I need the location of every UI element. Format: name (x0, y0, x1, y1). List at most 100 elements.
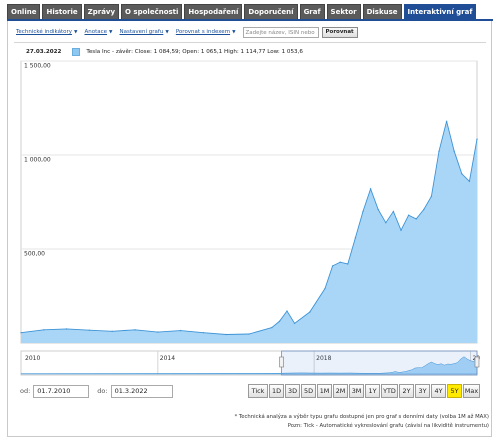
data-point-15 (309, 311, 311, 313)
tab-zprávy[interactable]: Zprávy (83, 4, 120, 19)
range-button-4y[interactable]: 4Y (431, 384, 446, 398)
data-point-34 (461, 173, 463, 175)
tab-interaktivní-graf[interactable]: Interaktivní graf (403, 4, 477, 19)
range-button-3m[interactable]: 3M (349, 384, 364, 398)
range-button-2m[interactable]: 2M (333, 384, 348, 398)
to-label: do: (97, 387, 108, 395)
chart-info-line: 27.03.2022 Tesla Inc - závěr: Close: 1 0… (26, 47, 303, 56)
content-frame (7, 21, 492, 437)
range-button-max[interactable]: Max (463, 384, 480, 398)
from-date-input[interactable]: 01.7.2010 (33, 384, 90, 398)
navigator-handle-left[interactable] (279, 356, 284, 368)
footnote-tick: Pozn: Tick - Automatické vykreslování gr… (287, 423, 489, 429)
compare-search-input[interactable]: Zadejte název, ISIN nebo (242, 26, 319, 38)
data-point-17 (331, 265, 334, 267)
data-point-24 (385, 221, 387, 224)
compare-button[interactable]: Porovnat (321, 26, 358, 38)
price-area (21, 121, 477, 343)
data-point-27 (407, 214, 410, 216)
range-button-ytd[interactable]: YTD (381, 384, 398, 398)
data-point-30 (430, 195, 433, 198)
data-point-0 (20, 331, 22, 334)
data-point-32 (445, 120, 448, 122)
navigator-handle-right[interactable] (474, 356, 480, 368)
data-point-1 (43, 329, 45, 331)
data-point-6 (157, 331, 159, 333)
data-point-19 (347, 263, 349, 265)
tab-historie[interactable]: Historie (42, 4, 82, 19)
y-tick-label: 1 000,00 (24, 157, 51, 164)
y-tick-label: 500,00 (24, 251, 45, 258)
range-button-5y[interactable]: 5Y (447, 384, 462, 398)
navigator-area (20, 356, 478, 375)
from-label: od: (20, 387, 31, 395)
data-point-13 (286, 310, 288, 312)
range-button-3d[interactable]: 3D (285, 384, 300, 398)
tab-sektor[interactable]: Sektor (326, 4, 361, 19)
compare-with-index-link[interactable]: Porovnat s indexem (175, 29, 231, 35)
range-button-1m[interactable]: 1M (317, 384, 332, 398)
y-tick-label: 1 500,00 (24, 63, 51, 70)
data-point-8 (202, 331, 205, 334)
navigator-year-label: 2018 (316, 355, 331, 362)
data-point-16 (324, 287, 326, 290)
tab-doporučení[interactable]: Doporučení (244, 4, 298, 19)
data-point-29 (423, 208, 425, 211)
data-point-20 (354, 236, 357, 239)
data-point-25 (392, 210, 395, 213)
tab-bar: Online Historie Zprávy O společnosti Hospoda… (7, 4, 477, 19)
data-point-7 (179, 329, 182, 332)
data-point-10 (248, 333, 250, 335)
chevron-down-icon[interactable]: ▼ (109, 29, 113, 35)
technical-indicators-link[interactable]: Technické indikátory (16, 29, 73, 35)
data-point-9 (225, 333, 227, 336)
data-point-14 (293, 322, 296, 325)
range-button-2y[interactable]: 2Y (399, 384, 414, 398)
data-point-22 (369, 188, 372, 190)
data-point-4 (111, 330, 113, 333)
data-point-33 (453, 150, 456, 152)
date-range-row: od: 01.7.2010 do: 01.3.2022 (20, 384, 173, 398)
navigator-year-label: 2010 (25, 355, 40, 362)
tab-online[interactable]: Online (7, 4, 41, 19)
tab-hospodaření[interactable]: Hospodaření (184, 4, 243, 19)
tab-underline (7, 19, 493, 21)
data-point-18 (339, 261, 342, 264)
range-buttons: Tick 1D 3D 5D 1M 2M 3M 1Y YTD 2Y 3Y 4Y 5Y Max (248, 384, 480, 398)
data-point-2 (65, 328, 68, 330)
data-point-36 (476, 138, 478, 140)
data-point-23 (377, 208, 380, 211)
data-point-3 (88, 329, 91, 332)
data-point-12 (278, 320, 281, 323)
data-point-35 (468, 180, 471, 183)
range-button-1d[interactable]: 1D (269, 384, 284, 398)
info-date: 27.03.2022 (26, 48, 62, 55)
range-button-tick[interactable]: Tick (248, 384, 268, 398)
chart-toolbar: Technické indikátory ▼ Anotace ▼ Nastavení… (16, 25, 358, 39)
tab-graf[interactable]: Graf (299, 4, 325, 19)
range-button-1y[interactable]: 1Y (365, 384, 380, 398)
data-point-21 (362, 210, 364, 213)
range-button-5d[interactable]: 5D (301, 384, 316, 398)
chevron-down-icon[interactable]: ▼ (74, 29, 78, 35)
range-button-3y[interactable]: 3Y (415, 384, 430, 398)
toolbar-divider (14, 42, 486, 43)
to-date-input[interactable]: 01.3.2022 (110, 384, 173, 398)
navigator[interactable] (20, 350, 478, 376)
series-swatch (72, 47, 81, 56)
series-info-text: Tesla Inc - závěr: Close: 1 084,59; Open… (86, 48, 303, 55)
chevron-down-icon[interactable]: ▼ (165, 29, 169, 35)
annotations-link[interactable]: Anotace (84, 29, 108, 35)
footnote-technical: * Technická analýza a výběr typu grafu d… (234, 414, 489, 420)
navigator-selection[interactable] (281, 350, 478, 376)
chart-settings-link[interactable]: Nastavení grafu (119, 29, 164, 35)
data-point-5 (134, 329, 136, 331)
data-point-11 (271, 326, 273, 329)
chevron-down-icon[interactable]: ▼ (232, 29, 236, 35)
tab-o-společnosti[interactable]: O společnosti (121, 4, 183, 19)
tab-diskuse[interactable]: Diskuse (362, 4, 402, 19)
navigator-year-label: 2014 (160, 355, 175, 362)
data-point-26 (400, 229, 402, 231)
data-point-31 (438, 150, 440, 152)
